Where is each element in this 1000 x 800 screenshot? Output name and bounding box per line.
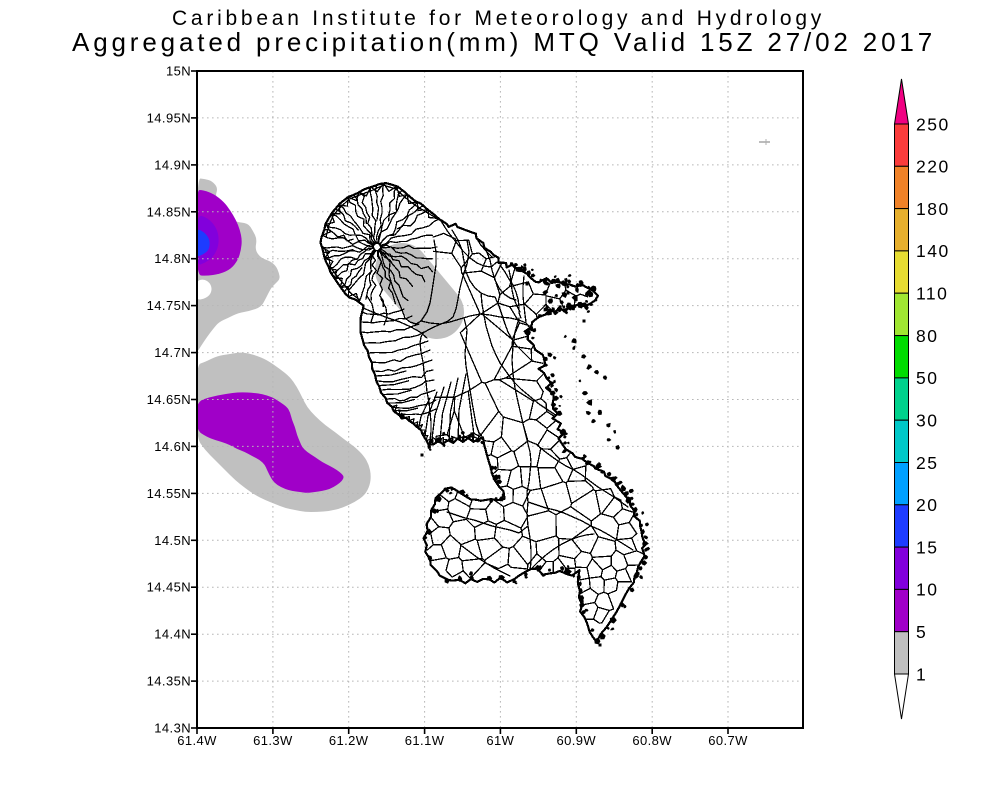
- svg-text:14.65N: 14.65N: [147, 392, 191, 407]
- svg-text:1: 1: [916, 664, 927, 684]
- svg-text:61.3W: 61.3W: [253, 733, 293, 748]
- svg-text:Caribbean Institute for Meteor: Caribbean Institute for Meteorology and …: [172, 7, 825, 30]
- svg-text:14.9N: 14.9N: [154, 157, 191, 172]
- svg-text:14.6N: 14.6N: [154, 439, 191, 454]
- svg-text:250: 250: [916, 114, 950, 134]
- svg-text:61.1W: 61.1W: [405, 733, 445, 748]
- svg-text:14.75N: 14.75N: [147, 298, 191, 313]
- svg-text:220: 220: [916, 157, 950, 177]
- svg-text:14.35N: 14.35N: [147, 674, 191, 689]
- svg-text:50: 50: [916, 368, 938, 388]
- svg-text:14.3N: 14.3N: [154, 721, 191, 736]
- svg-text:15: 15: [916, 537, 938, 557]
- svg-text:61.2W: 61.2W: [329, 733, 369, 748]
- svg-text:14.85N: 14.85N: [147, 204, 191, 219]
- svg-text:5: 5: [916, 622, 927, 642]
- svg-text:14.95N: 14.95N: [147, 110, 191, 125]
- svg-text:Aggregated precipitation(mm) M: Aggregated precipitation(mm) MTQ Valid 1…: [72, 27, 936, 57]
- svg-text:60.7W: 60.7W: [708, 733, 748, 748]
- svg-text:140: 140: [916, 241, 950, 261]
- svg-text:14.55N: 14.55N: [147, 486, 191, 501]
- svg-text:61.4W: 61.4W: [177, 733, 217, 748]
- svg-text:110: 110: [916, 284, 948, 304]
- svg-text:60.8W: 60.8W: [632, 733, 672, 748]
- svg-text:14.8N: 14.8N: [154, 251, 191, 266]
- svg-text:15N: 15N: [166, 64, 191, 79]
- svg-text:61W: 61W: [486, 733, 514, 748]
- svg-text:80: 80: [916, 326, 938, 346]
- svg-text:60.9W: 60.9W: [557, 733, 597, 748]
- svg-text:14.4N: 14.4N: [154, 627, 191, 642]
- svg-text:30: 30: [916, 411, 938, 431]
- svg-text:14.5N: 14.5N: [154, 533, 191, 548]
- svg-text:20: 20: [916, 495, 938, 515]
- svg-text:14.45N: 14.45N: [147, 580, 191, 595]
- svg-text:25: 25: [916, 453, 938, 473]
- svg-text:180: 180: [916, 199, 950, 219]
- svg-text:10: 10: [916, 580, 938, 600]
- svg-text:14.7N: 14.7N: [154, 345, 191, 360]
